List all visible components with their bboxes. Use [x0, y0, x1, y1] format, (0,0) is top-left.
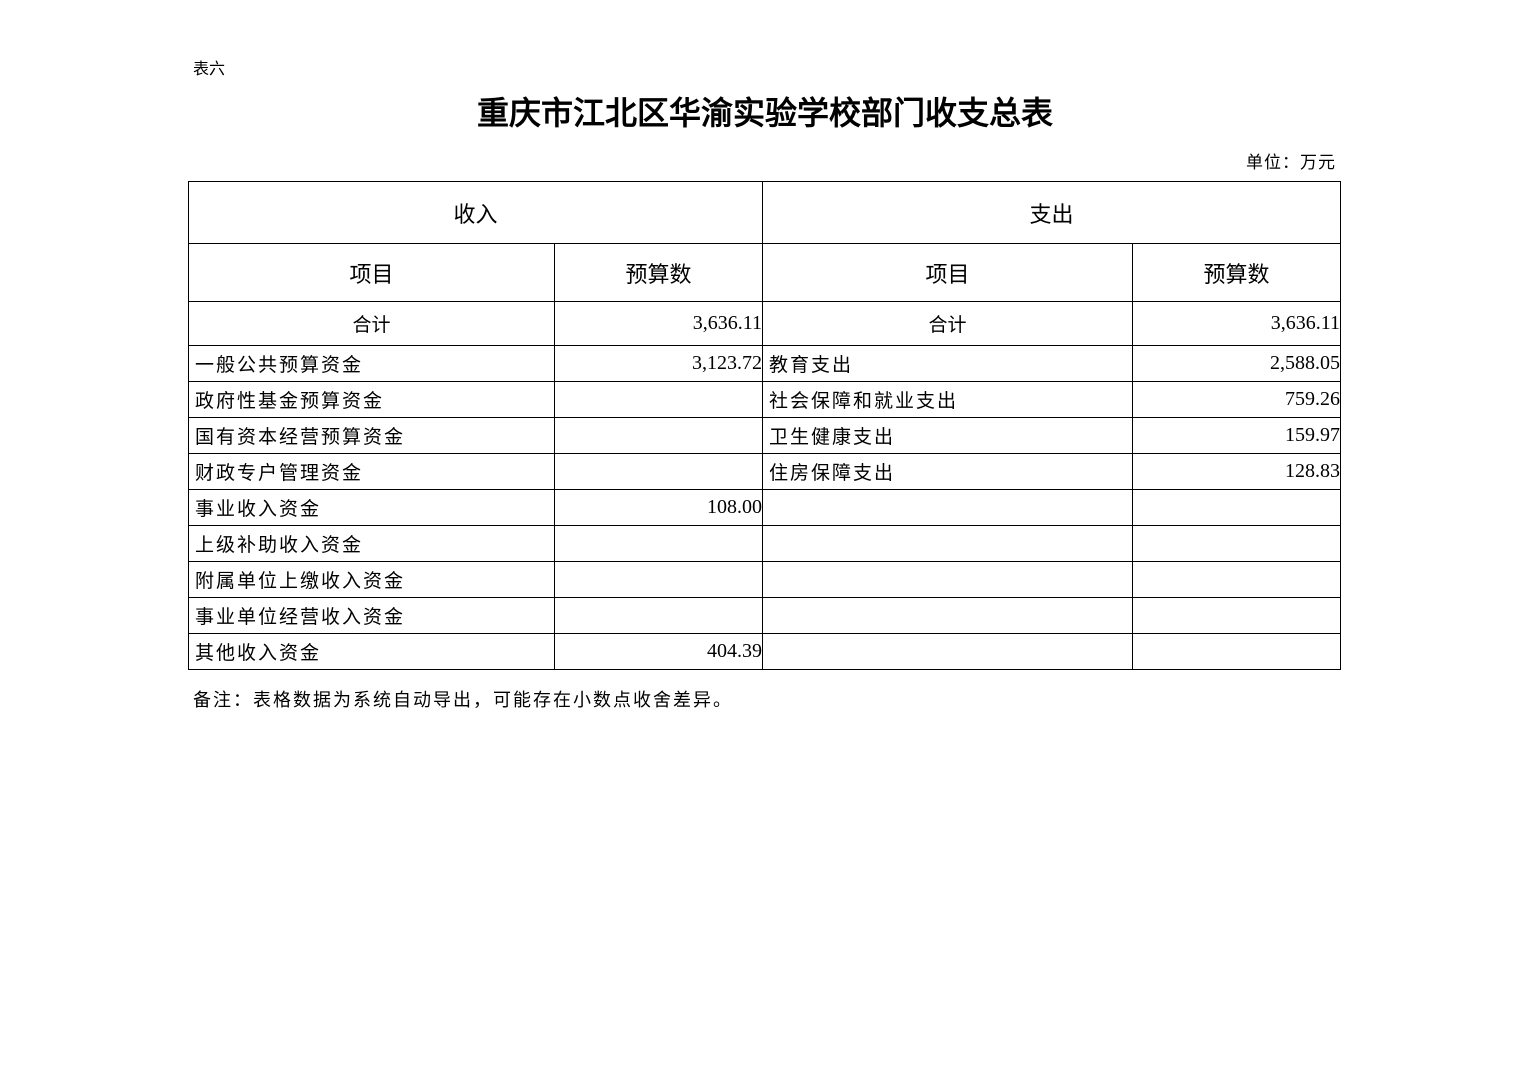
header-expense-budget: 预算数	[1132, 243, 1342, 302]
table-row: 附属单位上缴收入资金	[188, 561, 1342, 598]
table-row: 事业单位经营收入资金	[188, 597, 1342, 634]
expense-item	[762, 561, 1134, 598]
expense-item	[762, 633, 1134, 670]
expense-item: 卫生健康支出	[762, 417, 1134, 454]
header-row-columns: 项目 预算数 项目 预算数	[188, 243, 1342, 302]
expense-value: 159.97	[1132, 417, 1342, 454]
unit-label: 单位：万元	[1246, 153, 1336, 173]
expense-value: 2,588.05	[1132, 345, 1342, 382]
income-value	[553, 417, 764, 454]
income-value: 404.39	[553, 633, 764, 670]
income-item: 一般公共预算资金	[188, 345, 555, 382]
expense-item: 教育支出	[762, 345, 1134, 382]
header-income-budget: 预算数	[553, 243, 764, 302]
income-item: 国有资本经营预算资金	[188, 417, 555, 454]
income-item: 事业单位经营收入资金	[188, 597, 555, 634]
income-item: 上级补助收入资金	[188, 525, 555, 562]
income-item: 其他收入资金	[188, 633, 555, 670]
expense-value: 128.83	[1132, 453, 1342, 490]
expense-item	[762, 489, 1134, 526]
expense-total-value: 3,636.11	[1132, 301, 1342, 346]
income-value	[553, 525, 764, 562]
income-item: 政府性基金预算资金	[188, 381, 555, 418]
footnote: 备注：表格数据为系统自动导出，可能存在小数点收舍差异。	[193, 690, 733, 711]
expense-value	[1132, 489, 1342, 526]
income-item: 财政专户管理资金	[188, 453, 555, 490]
table-row: 政府性基金预算资金 社会保障和就业支出 759.26	[188, 381, 1342, 418]
expense-item	[762, 597, 1134, 634]
expense-item	[762, 525, 1134, 562]
income-item: 事业收入资金	[188, 489, 555, 526]
income-value: 108.00	[553, 489, 764, 526]
page-title: 重庆市江北区华渝实验学校部门收支总表	[476, 94, 1053, 132]
header-income: 收入	[187, 181, 764, 244]
income-item: 附属单位上缴收入资金	[188, 561, 555, 598]
total-row: 合计 3,636.11 合计 3,636.11	[188, 301, 1342, 346]
table-row: 一般公共预算资金 3,123.72 教育支出 2,588.05	[188, 345, 1342, 382]
expense-value	[1132, 525, 1342, 562]
table-row: 国有资本经营预算资金 卫生健康支出 159.97	[188, 417, 1342, 454]
header-expense-item: 项目	[762, 243, 1134, 302]
income-value	[553, 597, 764, 634]
expense-item: 社会保障和就业支出	[762, 381, 1134, 418]
expense-value	[1132, 597, 1342, 634]
table-row: 财政专户管理资金 住房保障支出 128.83	[188, 453, 1342, 490]
income-value: 3,123.72	[553, 345, 764, 382]
income-value	[553, 381, 764, 418]
income-total-value: 3,636.11	[553, 301, 764, 346]
table-label: 表六	[193, 59, 226, 78]
table-row: 事业收入资金 108.00	[188, 489, 1342, 526]
expense-value: 759.26	[1132, 381, 1342, 418]
income-value	[553, 561, 764, 598]
header-income-item: 项目	[188, 243, 555, 302]
expense-item: 住房保障支出	[762, 453, 1134, 490]
expense-value	[1132, 633, 1342, 670]
expense-value	[1132, 561, 1342, 598]
expense-total-label: 合计	[762, 301, 1134, 346]
income-value	[553, 453, 764, 490]
budget-table: 收入 支出 项目 预算数 项目 预算数 合计 3,636.11 合计 3,636…	[187, 181, 1342, 670]
income-total-label: 合计	[188, 301, 555, 346]
header-row-group: 收入 支出	[187, 181, 1342, 244]
header-expense: 支出	[762, 181, 1342, 244]
table-row: 其他收入资金 404.39	[188, 633, 1342, 670]
table-row: 上级补助收入资金	[188, 525, 1342, 562]
